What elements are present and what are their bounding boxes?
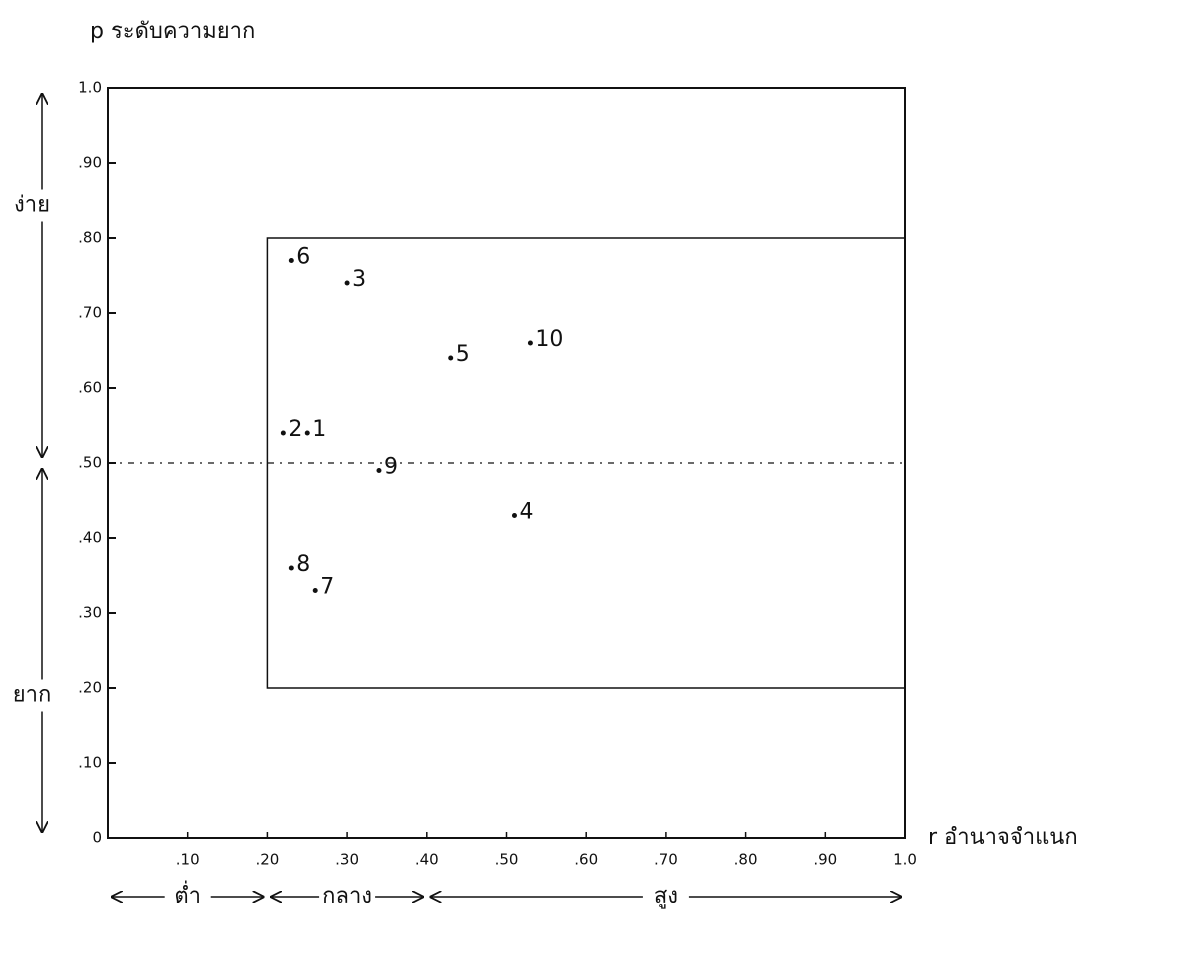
y-tick-label: .50 <box>78 454 102 472</box>
label-bg <box>642 883 689 911</box>
y-tick-label: .80 <box>78 229 102 247</box>
point <box>344 280 350 286</box>
range-label: ต่ำ <box>174 880 201 909</box>
y-tick-label: .30 <box>78 604 102 622</box>
criteria-region <box>266 237 906 689</box>
y-tick-label: .60 <box>78 379 102 397</box>
y-tick-label: .70 <box>78 304 102 322</box>
point-label: 4 <box>519 500 533 525</box>
x-tick-label: .10 <box>176 851 200 869</box>
point <box>448 355 454 361</box>
point-label: 10 <box>535 327 563 352</box>
x-tick-label: .70 <box>654 851 678 869</box>
range-label: ง่าย <box>14 193 50 218</box>
x-tick-label: .40 <box>415 851 439 869</box>
range-label: ยาก <box>13 683 52 708</box>
point-label: 6 <box>296 245 310 270</box>
label-bg <box>2 679 62 712</box>
point-label: 3 <box>352 267 366 292</box>
y-tick-label: .20 <box>78 679 102 697</box>
label-bg <box>319 883 376 911</box>
x-tick-label: .50 <box>495 851 519 869</box>
y-tick-label: 1.0 <box>78 79 102 97</box>
point-label: 8 <box>296 552 310 577</box>
point <box>527 340 533 346</box>
point <box>312 588 318 593</box>
point <box>304 430 310 436</box>
range-label: กลาง <box>322 884 372 909</box>
x-tick-label: 1.0 <box>893 851 917 869</box>
point-label: 7 <box>320 575 334 600</box>
y-tick-label: .40 <box>78 529 102 547</box>
point-label: 5 <box>456 342 470 367</box>
x-axis-label: r อำนาจจำแนก <box>928 825 1078 850</box>
x-tick-label: .90 <box>813 851 837 869</box>
x-tick-label: .30 <box>335 851 359 869</box>
point-label: 9 <box>384 455 398 480</box>
plot-frame <box>107 87 906 839</box>
point <box>511 513 517 518</box>
point <box>288 258 294 263</box>
y-tick-label: .90 <box>78 154 102 172</box>
x-tick-label: .60 <box>574 851 598 869</box>
point <box>376 468 382 473</box>
y-tick-label: .10 <box>78 754 102 772</box>
x-tick-label: .20 <box>255 851 279 869</box>
point <box>280 430 286 436</box>
y-tick-label: 0 <box>92 829 102 847</box>
point <box>288 565 294 571</box>
point-label: 1 <box>312 417 326 442</box>
label-bg <box>2 189 62 222</box>
point-label: 2 <box>288 417 302 442</box>
y-axis-label: p ระดับความยาก <box>90 19 255 44</box>
label-bg <box>164 883 211 911</box>
range-label: สูง <box>654 884 678 909</box>
x-tick-label: .80 <box>734 851 758 869</box>
